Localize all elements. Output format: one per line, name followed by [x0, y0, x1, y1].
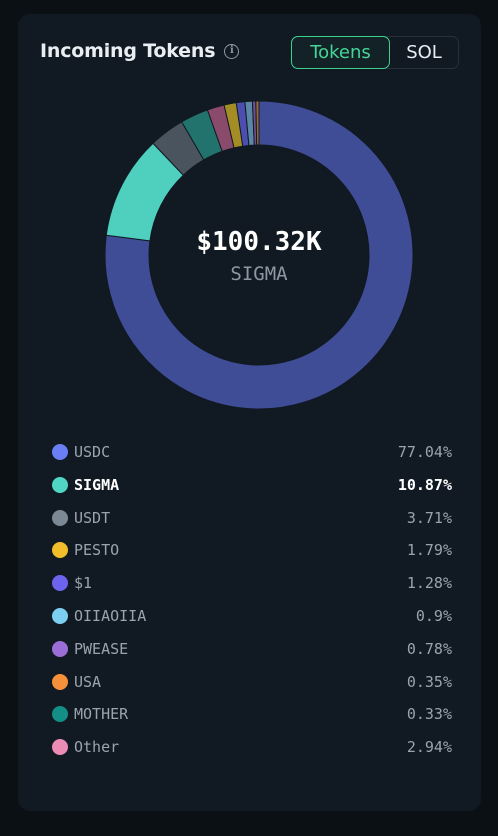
legend-item[interactable]: USA 0.35%	[52, 670, 452, 694]
donut-slice-usdc[interactable]	[104, 100, 414, 410]
legend-item-percent: 1.79%	[406, 541, 452, 560]
legend-item-percent: 77.04%	[397, 443, 452, 461]
legend-item[interactable]: $1 1.28%	[52, 571, 452, 595]
donut-slice-mother[interactable]	[255, 100, 260, 146]
toggle-tokens-button[interactable]: Tokens	[291, 36, 390, 69]
legend-item-percent: 1.28%	[406, 574, 452, 593]
legend-item-label: PWEASE	[74, 639, 129, 658]
center-label: SIGMA	[230, 263, 288, 285]
legend-item-percent: 10.87%	[397, 475, 452, 494]
incoming-tokens-card: Incoming Tokens i Tokens SOL $100.32K SI…	[18, 14, 481, 811]
legend-item[interactable]: MOTHER 0.33%	[52, 702, 452, 726]
donut-chart: $100.32K SIGMA	[103, 99, 415, 411]
legend-item-percent: 0.78%	[406, 639, 452, 658]
legend-item-label: Other	[74, 738, 120, 757]
legend-color-dot	[52, 640, 68, 657]
unit-toggle: Tokens SOL	[291, 36, 459, 69]
legend-item[interactable]: USDT 3.71%	[52, 506, 452, 530]
legend-item-label: PESTO	[74, 541, 120, 560]
legend-color-dot	[52, 444, 68, 460]
legend-color-dot	[52, 509, 68, 526]
legend-item-percent: 0.33%	[406, 705, 452, 724]
legend-color-dot	[52, 542, 68, 559]
legend-item[interactable]: SIGMA 10.87%	[52, 473, 452, 497]
legend-item-label: SIGMA	[74, 475, 120, 494]
legend-item-percent: 0.35%	[406, 672, 452, 691]
legend-item-label: MOTHER	[74, 705, 129, 724]
legend-color-dot	[52, 739, 68, 756]
legend-item[interactable]: OIIAOIIA 0.9%	[52, 604, 452, 628]
legend-item[interactable]: Other 2.94%	[52, 735, 452, 759]
legend-color-dot	[52, 575, 68, 592]
card-title-text: Incoming Tokens	[40, 40, 216, 62]
legend-item-percent: 2.94%	[406, 738, 452, 757]
legend-color-dot	[52, 608, 68, 624]
donut-chart-svg	[104, 100, 414, 410]
card-title: Incoming Tokens i	[40, 40, 240, 62]
legend-color-dot	[52, 476, 68, 493]
legend-item-percent: 3.71%	[406, 508, 452, 527]
info-icon[interactable]: i	[224, 43, 240, 59]
legend-item-label: USDT	[74, 508, 111, 527]
legend-item-percent: 0.9%	[415, 607, 452, 625]
legend-color-dot	[52, 673, 68, 690]
legend-item-label: USA	[74, 672, 102, 691]
legend-item-label: USDC	[74, 443, 111, 461]
legend-item[interactable]: PWEASE 0.78%	[52, 637, 452, 661]
center-value: $100.32K	[196, 227, 322, 257]
legend-item-label: OIIAOIIA	[74, 607, 147, 625]
legend-item[interactable]: USDC 77.04%	[52, 440, 452, 464]
legend-item[interactable]: PESTO 1.79%	[52, 538, 452, 562]
legend-item-label: $1	[74, 574, 93, 593]
toggle-sol-button[interactable]: SOL	[406, 42, 442, 63]
legend-color-dot	[52, 706, 68, 723]
